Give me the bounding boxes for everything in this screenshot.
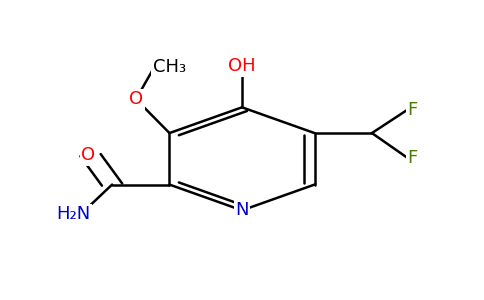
Text: CH₃: CH₃: [153, 58, 186, 76]
Text: H₂N: H₂N: [57, 205, 91, 223]
Text: F: F: [408, 100, 418, 118]
Text: F: F: [408, 149, 418, 167]
Text: O: O: [81, 146, 95, 164]
Text: OH: OH: [228, 57, 256, 75]
Text: N: N: [235, 201, 249, 219]
Text: O: O: [129, 90, 143, 108]
